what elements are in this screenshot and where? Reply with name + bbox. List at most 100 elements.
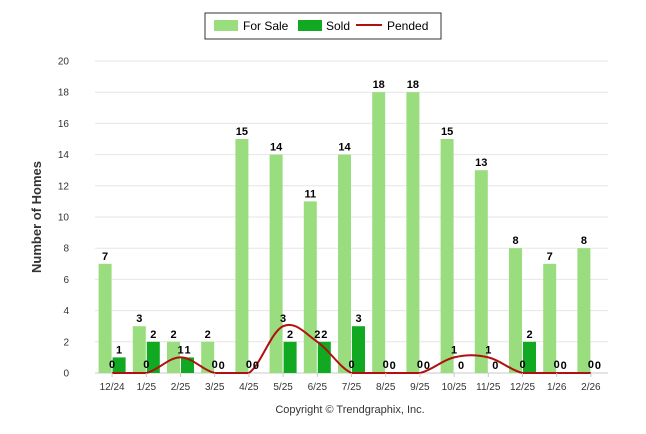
label-pended: 1 xyxy=(451,344,457,356)
y-tick-label: 18 xyxy=(58,88,70,99)
label-for-sale: 8 xyxy=(512,235,518,247)
legend-box xyxy=(204,12,442,40)
label-for-sale: 7 xyxy=(547,251,553,263)
x-tick-label: 7/25 xyxy=(342,382,362,393)
label-sold: 2 xyxy=(321,329,327,341)
x-tick-label: 1/26 xyxy=(547,382,567,393)
x-tick-label: 6/25 xyxy=(308,382,328,393)
data-labels: 7103202112001500142311221430180018001501… xyxy=(102,79,601,372)
label-sold: 3 xyxy=(355,313,361,325)
x-tick-label: 9/25 xyxy=(410,382,430,393)
label-pended: 0 xyxy=(109,359,115,371)
label-sold: 0 xyxy=(492,360,498,372)
y-axis-title: Number of Homes xyxy=(29,161,44,273)
label-pended: 3 xyxy=(280,313,286,325)
label-for-sale: 2 xyxy=(170,329,176,341)
y-tick-label: 0 xyxy=(63,369,69,380)
label-sold: 2 xyxy=(150,329,156,341)
label-for-sale: 13 xyxy=(475,157,487,169)
label-sold: 0 xyxy=(219,360,225,372)
label-pended: 0 xyxy=(212,359,218,371)
bar-for-sale xyxy=(167,341,180,373)
copyright-credit: Copyright © Trendgraphix, Inc. xyxy=(275,404,424,416)
y-tick-label: 10 xyxy=(58,213,70,224)
legend-swatch-sold xyxy=(298,20,322,31)
bar-for-sale xyxy=(201,341,215,373)
label-for-sale: 18 xyxy=(407,79,419,91)
bar-sold xyxy=(112,357,126,373)
label-pended: 0 xyxy=(519,359,525,371)
bars xyxy=(98,92,591,373)
x-tick-label: 5/25 xyxy=(273,382,293,393)
label-sold: 0 xyxy=(253,360,259,372)
legend-label-sold: Sold xyxy=(326,19,350,33)
label-pended: 0 xyxy=(383,359,389,371)
bar-for-sale xyxy=(303,201,317,373)
label-sold: 0 xyxy=(424,360,430,372)
bar-for-sale xyxy=(440,139,454,373)
bar-for-sale xyxy=(372,92,386,373)
gridlines xyxy=(95,60,608,374)
x-tick-label: 4/25 xyxy=(239,382,259,393)
label-sold: 2 xyxy=(287,329,293,341)
bar-for-sale xyxy=(132,326,146,373)
label-pended: 0 xyxy=(143,359,149,371)
y-tick-label: 20 xyxy=(58,57,70,68)
bar-sold xyxy=(523,341,536,373)
bar-sold xyxy=(352,326,365,373)
label-pended: 1 xyxy=(485,344,491,356)
label-for-sale: 15 xyxy=(441,126,453,138)
bar-for-sale xyxy=(474,170,488,373)
label-for-sale: 15 xyxy=(236,126,248,138)
bar-for-sale xyxy=(577,248,591,373)
label-pended: 2 xyxy=(314,329,320,341)
label-for-sale: 8 xyxy=(581,235,587,247)
label-pended: 0 xyxy=(588,359,594,371)
label-sold: 1 xyxy=(116,344,122,356)
x-tick-label: 1/25 xyxy=(137,382,157,393)
y-axis-ticks: 0 2 4 6 8 10 12 14 16 18 20 xyxy=(58,57,70,380)
bar-sold xyxy=(283,341,297,373)
bar-sold xyxy=(146,341,160,373)
bar-for-sale xyxy=(509,248,522,373)
label-for-sale: 14 xyxy=(270,142,283,154)
label-pended: 0 xyxy=(554,359,560,371)
label-for-sale: 11 xyxy=(304,188,316,200)
x-tick-label: 2/25 xyxy=(171,382,191,393)
label-sold: 1 xyxy=(184,344,190,356)
y-tick-label: 16 xyxy=(58,119,70,130)
label-for-sale: 14 xyxy=(338,142,351,154)
label-for-sale: 3 xyxy=(136,313,142,325)
bar-for-sale xyxy=(543,263,557,373)
legend-swatch-for-sale xyxy=(214,20,238,31)
bar-for-sale xyxy=(269,154,283,373)
x-axis-ticks: 12/24 1/25 2/25 3/25 4/25 5/25 6/25 7/25 8/25 9/2… xyxy=(100,373,601,393)
legend-label-pended: Pended xyxy=(387,19,428,33)
x-tick-label: 2/26 xyxy=(581,382,601,393)
y-tick-label: 8 xyxy=(63,244,69,255)
label-pended: 0 xyxy=(246,359,252,371)
label-for-sale: 2 xyxy=(205,329,211,341)
x-tick-label: 3/25 xyxy=(205,382,225,393)
x-tick-label: 12/25 xyxy=(510,382,535,393)
y-tick-label: 12 xyxy=(58,181,70,192)
bar-for-sale xyxy=(98,263,112,373)
legend-label-for-sale: For Sale xyxy=(243,19,289,33)
label-sold: 0 xyxy=(561,360,567,372)
label-pended: 0 xyxy=(348,359,354,371)
label-sold: 2 xyxy=(526,329,532,341)
label-sold: 0 xyxy=(458,360,464,372)
y-tick-label: 4 xyxy=(63,306,69,317)
label-pended: 0 xyxy=(417,359,423,371)
label-for-sale: 7 xyxy=(102,251,108,263)
y-tick-label: 2 xyxy=(63,337,69,348)
label-sold: 0 xyxy=(595,360,601,372)
label-for-sale: 18 xyxy=(373,79,385,91)
x-tick-label: 12/24 xyxy=(100,382,125,393)
bar-for-sale xyxy=(406,92,420,373)
label-pended: 1 xyxy=(177,344,183,356)
bar-for-sale xyxy=(338,154,351,373)
legend: For Sale Sold Pended xyxy=(204,12,442,40)
label-sold: 0 xyxy=(390,360,396,372)
